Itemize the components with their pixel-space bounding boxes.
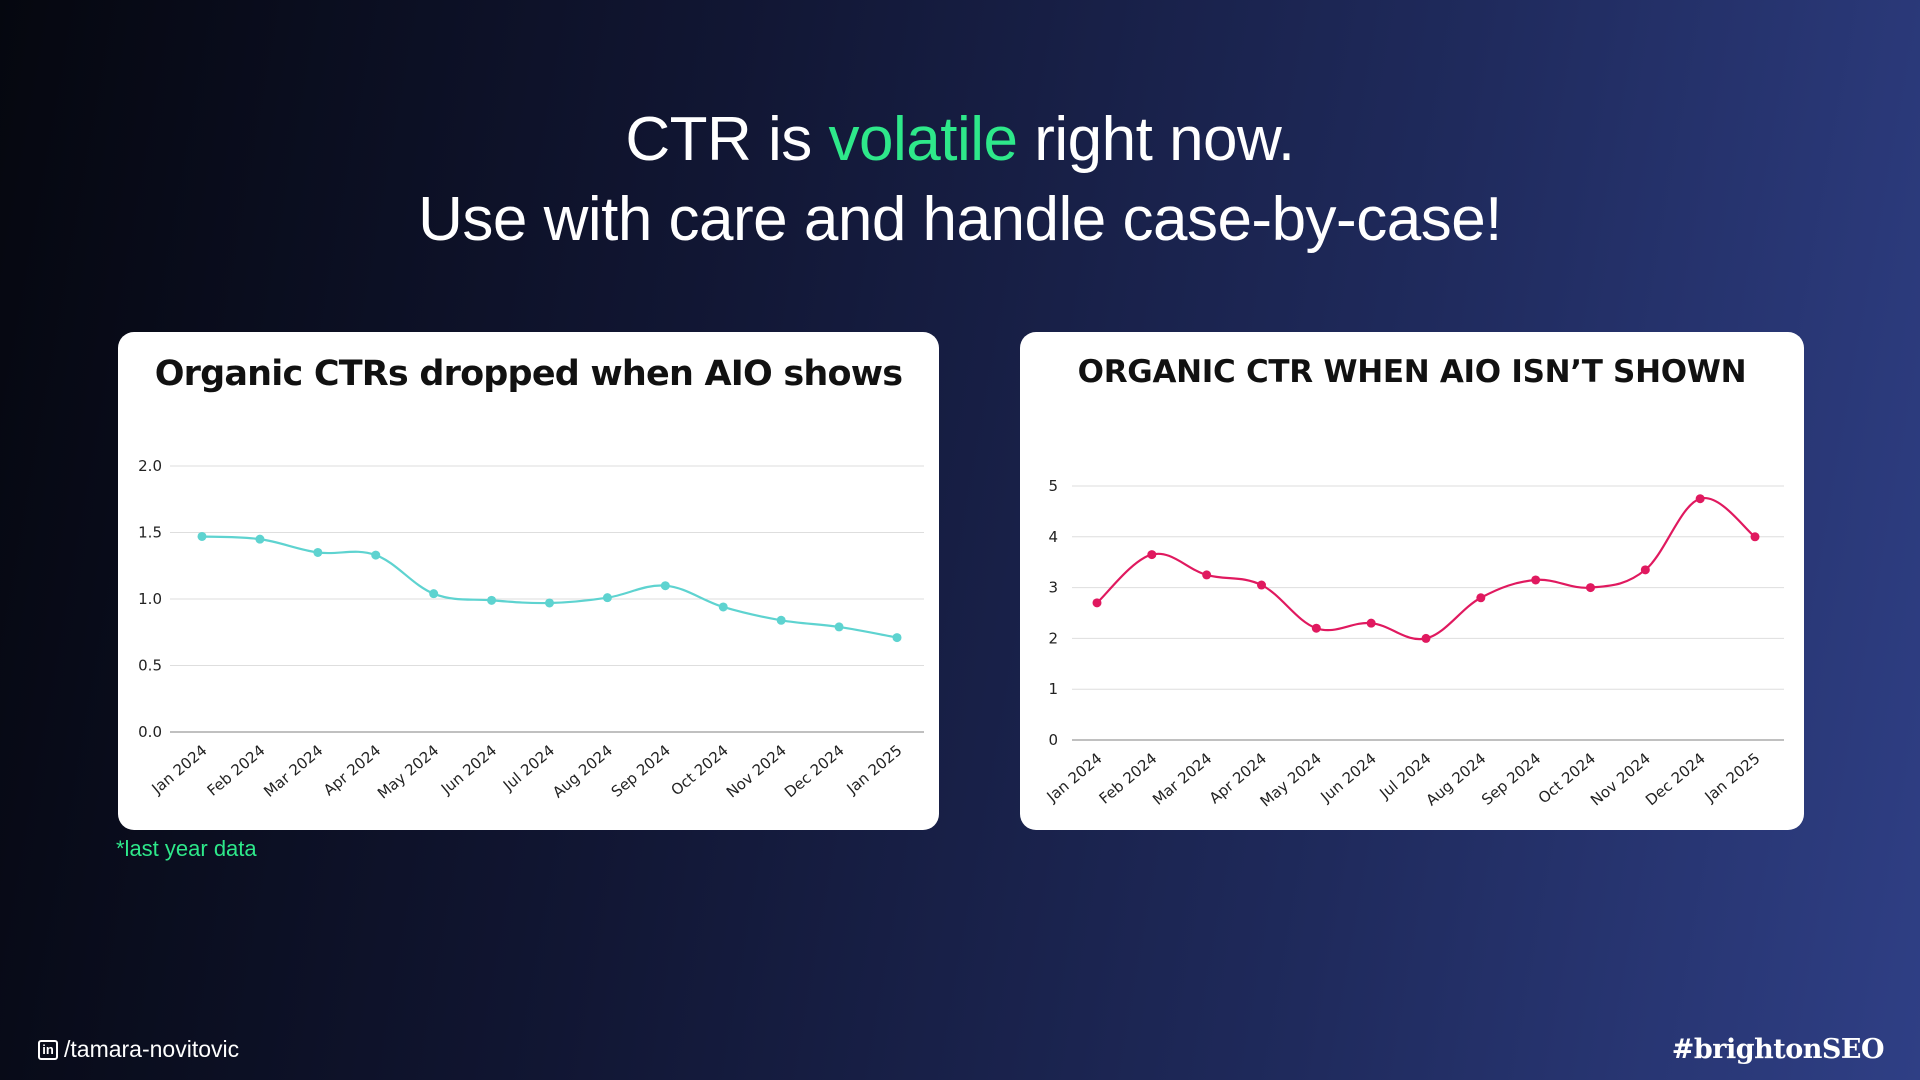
x-tick-label: May 2024 bbox=[374, 741, 442, 802]
x-tick-label: Jan 2024 bbox=[148, 741, 211, 798]
data-point bbox=[834, 622, 844, 632]
x-tick-label: Mar 2024 bbox=[260, 741, 326, 801]
data-point bbox=[429, 589, 439, 599]
data-point bbox=[1202, 570, 1212, 580]
data-point bbox=[660, 581, 670, 591]
x-tick-label: Jun 2024 bbox=[437, 741, 500, 798]
brightonseo-hashtag: #brightonSEO bbox=[1671, 1034, 1885, 1065]
y-tick-label: 1.5 bbox=[138, 524, 162, 542]
footnote: *last year data bbox=[116, 836, 257, 861]
y-tick-label: 0.0 bbox=[138, 723, 162, 741]
data-point bbox=[1586, 583, 1595, 593]
data-point bbox=[892, 633, 902, 643]
y-tick-label: 2.0 bbox=[138, 457, 162, 475]
chart-card-aio-not-shown: ORGANIC CTR WHEN AIO ISN’T SHOWN 0 1 2 3 4 5 J… bbox=[1020, 332, 1804, 830]
x-tick-label: Feb 2024 bbox=[204, 741, 269, 799]
data-point bbox=[1311, 623, 1321, 633]
x-tick-label: Dec 2024 bbox=[1642, 749, 1709, 809]
x-tick-label: Dec 2024 bbox=[781, 741, 848, 801]
y-tick-label: 1 bbox=[1048, 680, 1058, 698]
data-point bbox=[1695, 494, 1705, 504]
x-tick-label: Jan 2025 bbox=[1701, 749, 1764, 806]
data-point bbox=[1531, 575, 1541, 585]
headline-text-start: CTR is bbox=[625, 105, 829, 174]
chart-card-aio-shown: Organic CTRs dropped when AIO shows 0.0 0… bbox=[118, 332, 939, 830]
x-tick-label: Nov 2024 bbox=[723, 741, 790, 801]
data-point bbox=[487, 595, 497, 605]
headline-line-1: CTR is volatile right now. bbox=[0, 100, 1920, 180]
linkedin-handle-text: /tamara-novitovic bbox=[64, 1036, 240, 1062]
x-tick-label: Oct 2024 bbox=[667, 741, 731, 799]
linkedin-handle[interactable]: in /tamara-novitovic bbox=[38, 1036, 239, 1063]
x-tick-label: Sep 2024 bbox=[1478, 749, 1544, 809]
data-point bbox=[602, 593, 612, 603]
headline: CTR is volatile right now. Use with care… bbox=[0, 100, 1920, 260]
series-line bbox=[201, 535, 898, 639]
data-point bbox=[1750, 532, 1760, 542]
y-tick-label: 5 bbox=[1048, 477, 1058, 495]
x-tick-label: Mar 2024 bbox=[1149, 749, 1215, 809]
headline-text-end: right now. bbox=[1017, 105, 1295, 174]
chart-title-aio-shown: Organic CTRs dropped when AIO shows bbox=[154, 354, 903, 394]
linkedin-icon: in bbox=[38, 1039, 58, 1060]
headline-accent-word: volatile bbox=[828, 105, 1019, 174]
data-point bbox=[313, 547, 323, 557]
headline-line-2: Use with care and handle case-by-case! bbox=[418, 185, 1502, 254]
y-tick-label: 0.5 bbox=[138, 657, 162, 675]
data-point bbox=[1092, 598, 1102, 608]
x-tick-label: Nov 2024 bbox=[1587, 749, 1654, 809]
y-tick-label: 1.0 bbox=[138, 590, 162, 608]
series-line bbox=[1096, 497, 1756, 641]
data-point bbox=[255, 534, 265, 544]
data-point bbox=[1640, 565, 1650, 575]
data-point bbox=[1257, 580, 1266, 590]
data-point bbox=[1366, 618, 1376, 628]
data-point bbox=[197, 531, 207, 541]
x-tick-label: Jun 2024 bbox=[1317, 749, 1380, 806]
data-point bbox=[1147, 550, 1157, 560]
x-tick-label: Aug 2024 bbox=[549, 741, 616, 801]
x-tick-label: Jan 2024 bbox=[1043, 749, 1106, 806]
y-tick-label: 3 bbox=[1048, 579, 1058, 597]
data-point bbox=[776, 615, 786, 625]
data-point bbox=[371, 550, 381, 560]
x-tick-label: Feb 2024 bbox=[1096, 749, 1161, 807]
y-tick-label: 0 bbox=[1048, 731, 1058, 749]
data-point bbox=[1476, 593, 1486, 603]
chart-title-aio-not-shown: ORGANIC CTR WHEN AIO ISN’T SHOWN bbox=[1077, 354, 1747, 390]
data-point bbox=[718, 602, 728, 612]
y-tick-label: 4 bbox=[1048, 528, 1058, 546]
x-tick-label: Aug 2024 bbox=[1422, 749, 1489, 809]
data-point bbox=[1421, 633, 1431, 643]
y-tick-label: 2 bbox=[1048, 629, 1058, 647]
data-point bbox=[545, 598, 554, 608]
x-tick-label: May 2024 bbox=[1257, 749, 1325, 810]
x-tick-label: Sep 2024 bbox=[608, 741, 674, 801]
x-tick-label: Jan 2025 bbox=[843, 741, 906, 798]
